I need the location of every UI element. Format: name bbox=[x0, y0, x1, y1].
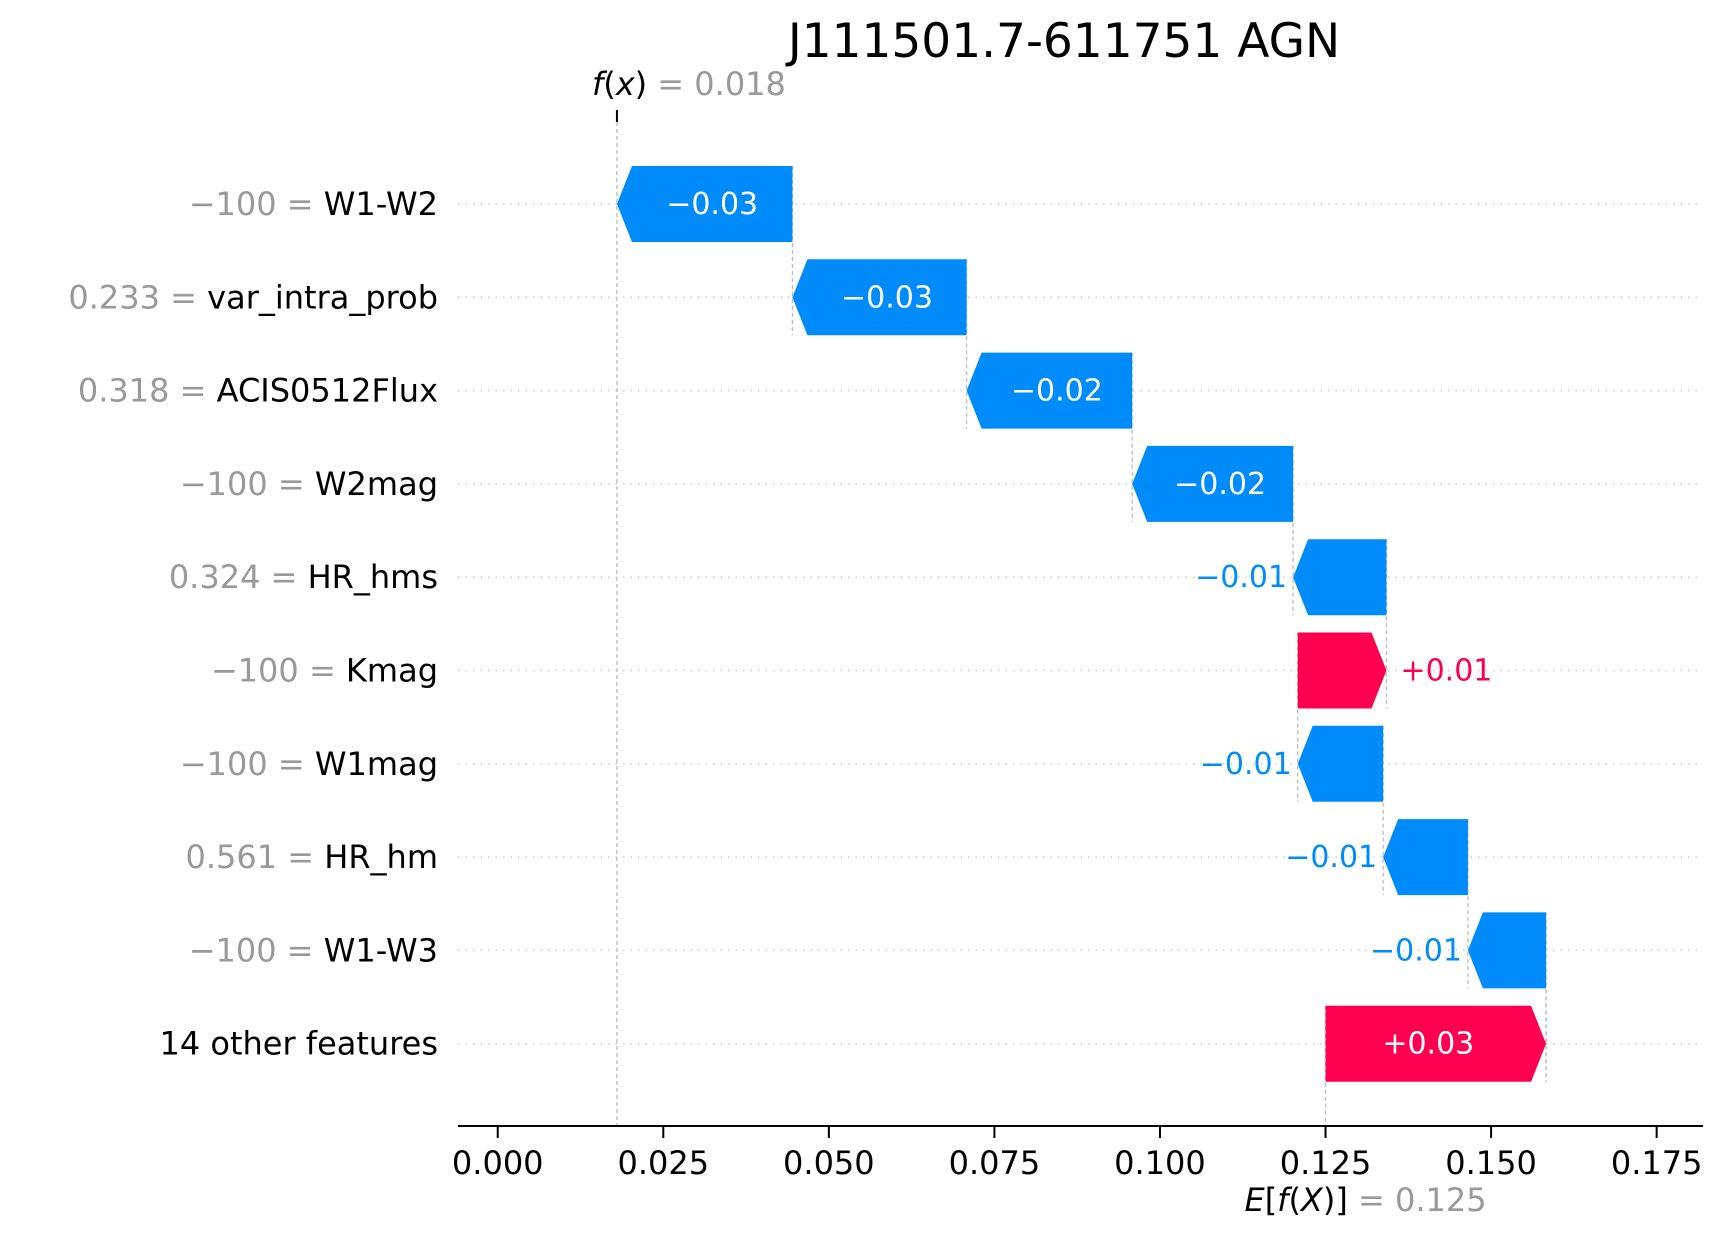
bar-negative bbox=[1297, 725, 1384, 802]
feature-value: −100 = bbox=[211, 652, 346, 690]
x-tick-label: 0.125 bbox=[1280, 1144, 1372, 1182]
fx-label: f(x) = 0.018 bbox=[592, 65, 786, 103]
feature-name: 14 other features bbox=[159, 1025, 438, 1063]
bar-positive bbox=[1325, 1005, 1547, 1082]
x-tick-label: 0.075 bbox=[949, 1144, 1041, 1182]
bar-layer bbox=[616, 166, 1547, 1082]
feature-name: var_intra_prob bbox=[207, 278, 438, 316]
x-tick-label: 0.100 bbox=[1114, 1144, 1206, 1182]
feature-name: HR_hm bbox=[324, 838, 438, 876]
feature-value: 0.318 = bbox=[78, 372, 217, 410]
feature-label: −100 = W2mag bbox=[180, 465, 438, 503]
x-tick-label: 0.000 bbox=[452, 1144, 544, 1182]
feature-label: −100 = Kmag bbox=[211, 652, 438, 690]
feature-name: W2mag bbox=[315, 465, 438, 503]
bar-value-label: −0.02 bbox=[1011, 374, 1103, 409]
bar-negative bbox=[966, 352, 1133, 429]
feature-value: 0.233 = bbox=[68, 278, 207, 316]
bar-value-label: −0.01 bbox=[1285, 840, 1377, 875]
bar-negative bbox=[616, 166, 793, 242]
bar-value-label: −0.01 bbox=[1195, 560, 1287, 595]
fx-value: 0.018 bbox=[694, 65, 786, 103]
feature-value: −100 = bbox=[180, 745, 315, 783]
bar-label-layer: −0.03 −0.03 −0.02 −0.02 −0.01 +0.01 −0.01 −0.01… bbox=[666, 187, 1492, 1062]
bar-negative bbox=[792, 259, 967, 336]
bar-positive bbox=[1297, 632, 1387, 709]
bar-negative bbox=[1383, 819, 1468, 896]
feature-name: Kmag bbox=[346, 652, 438, 690]
efx-label: E[f(X)] = 0.125 bbox=[1244, 1181, 1486, 1219]
feature-label: 0.324 = HR_hms bbox=[169, 558, 438, 596]
feature-label: 14 other features bbox=[159, 1025, 438, 1063]
feature-label: 0.233 = var_intra_prob bbox=[68, 278, 438, 316]
bar-value-label: −0.02 bbox=[1174, 467, 1266, 502]
bar-value-label: −0.03 bbox=[841, 280, 933, 315]
chart-title: J111501.7-611751 AGN bbox=[785, 14, 1340, 69]
feature-label: −100 = W1mag bbox=[180, 745, 438, 783]
x-tick-label: 0.175 bbox=[1611, 1144, 1703, 1182]
feature-name: W1-W2 bbox=[324, 185, 438, 223]
feature-value: 0.561 = bbox=[185, 838, 324, 876]
x-axis-ticks: 0.000 0.025 0.050 0.075 0.100 0.125 0.150 0.175 bbox=[452, 1126, 1703, 1182]
efx-annotation: E[f(X)] = 0.125 bbox=[1244, 1181, 1486, 1219]
bar-value-label: −0.03 bbox=[666, 187, 758, 222]
feature-label: 0.561 = HR_hm bbox=[185, 838, 438, 876]
bar-value-label: +0.03 bbox=[1382, 1027, 1474, 1062]
bar-value-label: −0.01 bbox=[1370, 933, 1462, 968]
feature-label: −100 = W1-W2 bbox=[189, 185, 438, 223]
x-tick-label: 0.150 bbox=[1445, 1144, 1537, 1182]
efx-value: 0.125 bbox=[1395, 1181, 1487, 1219]
feature-label: 0.318 = ACIS0512Flux bbox=[78, 372, 438, 410]
fx-annotation: f(x) = 0.018 bbox=[592, 65, 786, 103]
feature-value: 0.324 = bbox=[169, 558, 308, 596]
bar-value-label: −0.01 bbox=[1200, 747, 1292, 782]
feature-name: ACIS0512Flux bbox=[217, 372, 438, 410]
feature-label-layer: −100 = W1-W2 0.233 = var_intra_prob 0.318 … bbox=[68, 185, 438, 1063]
feature-name: HR_hms bbox=[308, 558, 438, 596]
bar-negative bbox=[1293, 539, 1387, 616]
feature-name: W1mag bbox=[315, 745, 438, 783]
feature-value: −100 = bbox=[189, 931, 324, 969]
bar-value-label: +0.01 bbox=[1400, 654, 1492, 689]
feature-value: −100 = bbox=[180, 465, 315, 503]
bar-negative bbox=[1132, 445, 1294, 522]
x-tick-label: 0.025 bbox=[617, 1144, 709, 1182]
x-tick-label: 0.050 bbox=[783, 1144, 875, 1182]
bar-negative bbox=[1467, 912, 1547, 989]
feature-name: W1-W3 bbox=[324, 931, 438, 969]
feature-label: −100 = W1-W3 bbox=[189, 931, 438, 969]
guide-layer bbox=[615, 110, 1547, 1126]
feature-value: −100 = bbox=[189, 185, 324, 223]
